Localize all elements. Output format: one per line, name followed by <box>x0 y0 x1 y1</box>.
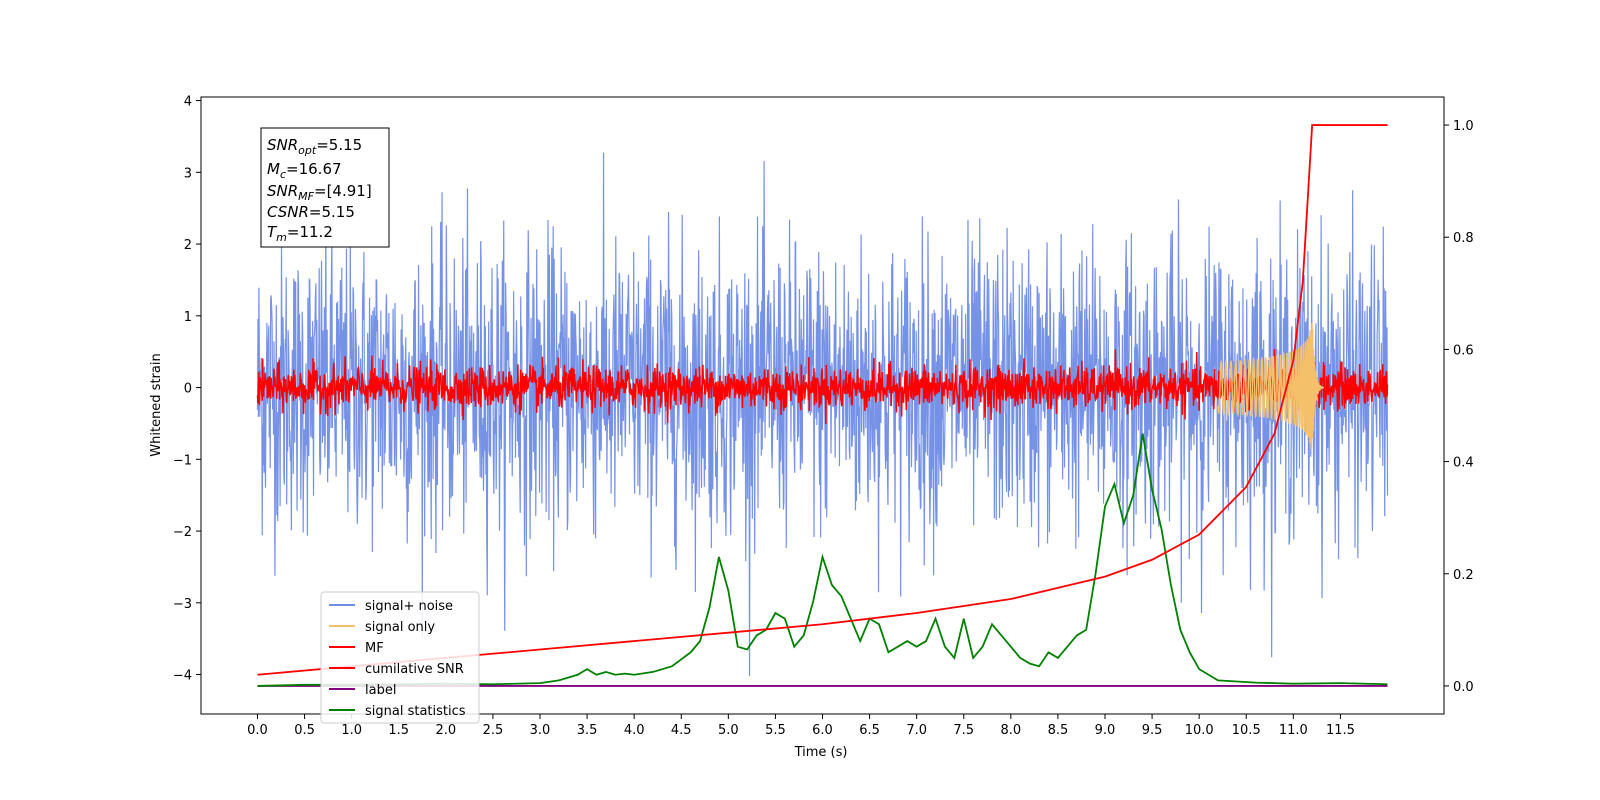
legend: signal+ noise signal only MF cumilative SNR… <box>320 591 480 724</box>
x-tick-label: 7.0 <box>906 723 927 738</box>
x-tick-label: 2.5 <box>483 723 504 738</box>
y-tick-label: 3 <box>184 166 192 181</box>
annotation-box: SNRopt=5.15 Mc=16.67 SNRMF=[4.91] CSNR=5… <box>260 127 390 248</box>
x-tick-label: 11.0 <box>1279 723 1308 738</box>
x-tick-label: 3.0 <box>530 723 551 738</box>
x-tick-label: 2.0 <box>435 723 456 738</box>
x-tick-label: 10.5 <box>1232 723 1261 738</box>
x-tick-label: 6.5 <box>859 723 880 738</box>
series-cumilative-snr-line <box>257 124 1388 676</box>
series-mf-line <box>256 348 1389 424</box>
legend-entry: cumilative SNR <box>365 662 464 677</box>
axis-ticks: 0.0 0.5 1.0 1.5 2.0 2.5 3.0 3.5 4.0 4.5 5.0 5.5 6.0 6… <box>173 95 1474 738</box>
x-tick-label: 1.0 <box>341 723 362 738</box>
x-tick-label: 4.0 <box>624 723 645 738</box>
y-tick-label: −1 <box>173 453 192 468</box>
x-tick-label: 5.0 <box>718 723 739 738</box>
legend-entry: MF <box>365 641 384 656</box>
annotation-snr-opt: SNRopt=5.15 <box>267 136 362 157</box>
y-tick-label: 4 <box>184 95 192 110</box>
legend-entry: label <box>365 683 396 698</box>
y-tick-label: 0 <box>184 382 192 397</box>
annotation-snr-mf: SNRMF=[4.91] <box>267 182 372 203</box>
legend-entry: signal statistics <box>365 704 466 719</box>
annotation-csnr: CSNR=5.15 <box>267 203 355 221</box>
y2-tick-label: 0.6 <box>1453 343 1474 358</box>
legend-entry: signal+ noise <box>365 599 453 614</box>
y2-tick-label: 0.2 <box>1453 568 1474 583</box>
x-tick-label: 0.5 <box>294 723 315 738</box>
annotation-mc: Mc=16.67 <box>267 160 342 181</box>
y2-tick-label: 0.4 <box>1453 456 1474 471</box>
x-tick-label: 7.5 <box>953 723 974 738</box>
x-tick-label: 8.5 <box>1048 723 1069 738</box>
x-tick-label: 1.5 <box>388 723 409 738</box>
x-tick-label: 6.0 <box>812 723 833 738</box>
x-tick-label: 9.5 <box>1142 723 1163 738</box>
x-tick-label: 11.5 <box>1326 723 1355 738</box>
x-tick-label: 0.0 <box>247 723 268 738</box>
x-tick-label: 8.0 <box>1000 723 1021 738</box>
annotation-tm: Tm=11.2 <box>267 223 333 244</box>
series-signal-only-line <box>1217 323 1325 450</box>
y2-tick-label: 1.0 <box>1453 119 1474 134</box>
y-axis-label: Whitened strain <box>149 353 164 456</box>
x-axis-label: Time (s) <box>794 745 848 760</box>
series-signal-noise-line <box>256 152 1389 677</box>
x-tick-label: 10.0 <box>1185 723 1214 738</box>
y-tick-label: −4 <box>173 669 192 684</box>
x-tick-label: 3.5 <box>577 723 598 738</box>
x-tick-label: 4.5 <box>671 723 692 738</box>
y2-tick-label: 0.8 <box>1453 231 1474 246</box>
x-tick-label: 9.0 <box>1095 723 1116 738</box>
series-signal-statistics-line <box>257 433 1388 687</box>
y-tick-label: −3 <box>173 597 192 612</box>
y-tick-label: 2 <box>184 238 192 253</box>
legend-entry: signal only <box>365 620 435 635</box>
y-tick-label: 1 <box>184 310 192 325</box>
y2-tick-label: 0.0 <box>1453 680 1474 695</box>
x-tick-label: 5.5 <box>765 723 786 738</box>
y-tick-label: −2 <box>173 525 192 540</box>
